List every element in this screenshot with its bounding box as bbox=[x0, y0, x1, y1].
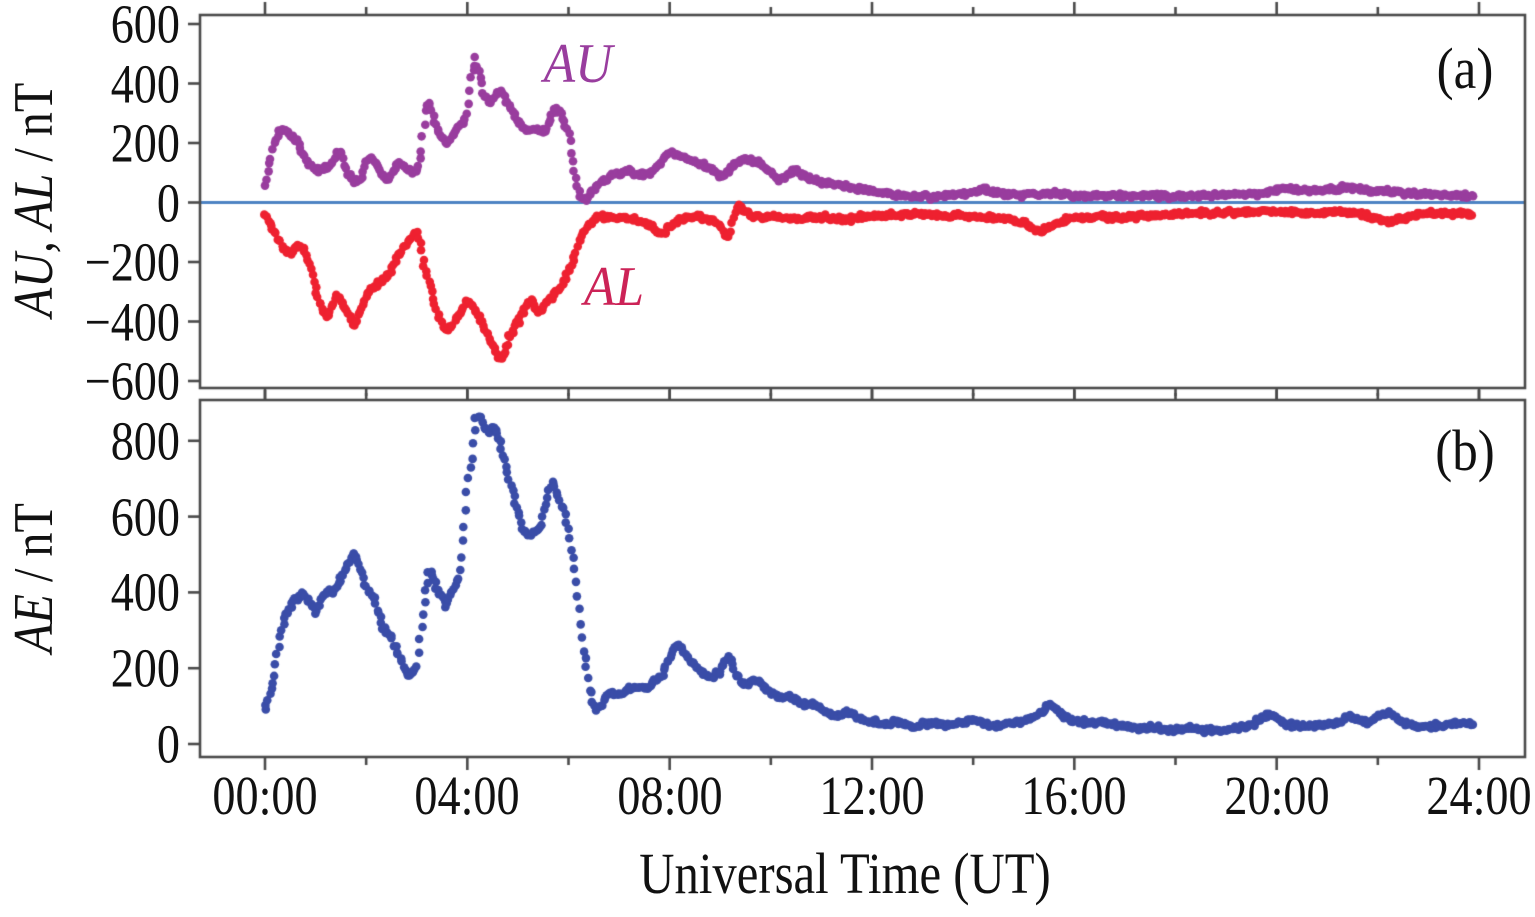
panel-b-y-tick-label: 600 bbox=[110, 486, 180, 548]
series-label-al: AL bbox=[583, 256, 645, 318]
x-tick-label: 24:00 bbox=[1426, 765, 1532, 826]
panel-b-y-tick-label: 400 bbox=[110, 561, 180, 623]
panel-b-y-tick-label: 0 bbox=[156, 713, 180, 775]
panel-a-y-tick-label: −400 bbox=[84, 291, 180, 352]
panel-a-label: (a) bbox=[1436, 36, 1494, 101]
x-tick-label: 00:00 bbox=[212, 765, 318, 826]
x-tick-label: 12:00 bbox=[819, 765, 925, 826]
panel-a-y-tick-label: 0 bbox=[156, 172, 180, 233]
panel-b-label: (b) bbox=[1435, 418, 1495, 483]
panel-a-y-tick-label: 400 bbox=[110, 53, 180, 114]
x-axis-title: Universal Time (UT) bbox=[639, 841, 1051, 906]
x-tick-label: 16:00 bbox=[1021, 765, 1127, 826]
panel-a-y-tick-label: −600 bbox=[84, 350, 180, 412]
x-tick-label: 20:00 bbox=[1224, 765, 1330, 826]
panel-b-y-tick-label: 800 bbox=[110, 410, 180, 472]
x-tick-label: 04:00 bbox=[414, 765, 520, 826]
panel-a-y-tick-label: 200 bbox=[110, 112, 180, 174]
panel-a-y-tick-label: 600 bbox=[110, 0, 180, 55]
panel-a-y-tick-label: −200 bbox=[84, 231, 180, 293]
panel-b-y-tick-label: 200 bbox=[110, 637, 180, 699]
series-label-au: AU bbox=[543, 33, 613, 95]
x-tick-label: 08:00 bbox=[617, 765, 723, 826]
